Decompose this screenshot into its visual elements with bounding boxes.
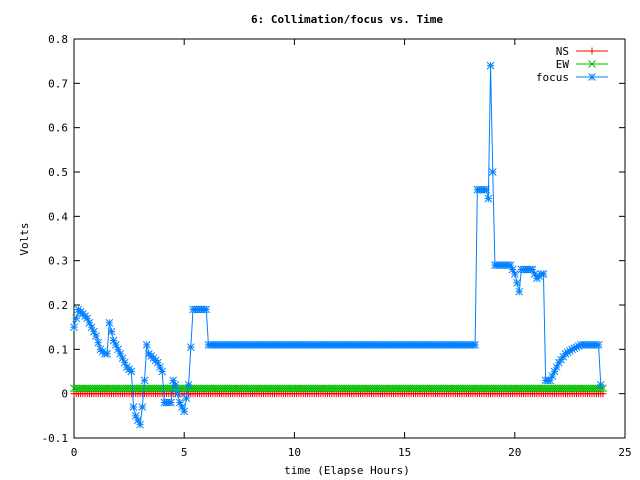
data-point-focus <box>72 314 81 323</box>
x-tick-label: 20 <box>508 446 521 459</box>
data-point-focus <box>103 349 111 358</box>
data-point-focus <box>136 420 144 429</box>
y-tick-label: 0.7 <box>48 77 68 90</box>
data-point-focus <box>515 287 524 296</box>
data-point-focus <box>594 341 603 349</box>
data-point-focus <box>180 407 189 416</box>
legend-marker-ns <box>588 47 596 55</box>
data-point-focus <box>484 194 493 203</box>
x-tick-label: 5 <box>181 446 188 459</box>
legend-label-ew: EW <box>556 58 570 71</box>
y-tick-label: 0.2 <box>48 299 68 312</box>
chart-title: 6: Collimation/focus vs. Time <box>251 13 443 26</box>
data-point-focus <box>486 61 495 70</box>
y-tick-label: 0.1 <box>48 343 68 356</box>
data-point-focus <box>127 367 136 376</box>
data-point-focus <box>471 341 479 349</box>
y-tick-label: -0.1 <box>42 432 69 445</box>
data-point-focus <box>94 338 103 347</box>
data-point-ns <box>599 390 607 398</box>
series-ew <box>70 384 607 393</box>
y-tick-label: 0.3 <box>48 255 68 268</box>
legend-marker-focus <box>588 73 596 81</box>
data-point-focus <box>202 305 211 314</box>
x-axis-label: time (Elapse Hours) <box>284 464 410 477</box>
data-point-focus <box>92 332 100 340</box>
data-point-focus <box>539 270 548 278</box>
data-point-focus <box>158 367 167 376</box>
data-point-focus <box>105 318 114 327</box>
data-point-ew <box>596 384 605 393</box>
data-point-focus <box>140 376 149 385</box>
data-point-focus <box>182 394 191 402</box>
y-tick-label: 0 <box>61 388 68 401</box>
data-point-focus <box>138 403 147 411</box>
x-tick-label: 10 <box>288 446 301 459</box>
data-point-focus <box>186 343 195 351</box>
series-line-focus <box>73 65 602 427</box>
series-layer <box>70 61 607 429</box>
data-point-focus <box>173 389 182 398</box>
data-point-focus <box>596 380 605 389</box>
y-tick-label: 0.4 <box>48 210 68 223</box>
x-tick-label: 0 <box>71 446 78 459</box>
series-focus <box>70 61 605 429</box>
data-point-focus <box>510 270 519 278</box>
data-point-focus <box>171 380 180 389</box>
data-point-focus <box>513 278 521 287</box>
x-axis: 0 5 10 15 20 25 <box>71 39 632 459</box>
y-axis: -0.1 0 0.1 0.2 0.3 0.4 0.5 0.6 0.7 0.8 <box>42 33 625 445</box>
data-point-focus <box>184 380 193 389</box>
y-axis-label: Volts <box>18 222 31 255</box>
data-point-focus <box>142 341 151 349</box>
data-point-focus <box>107 327 116 336</box>
legend-label-ns: NS <box>556 45 569 58</box>
legend-label-focus: focus <box>536 71 569 84</box>
legend-marker-ew <box>588 60 596 68</box>
data-point-focus <box>488 168 497 176</box>
y-tick-label: 0.8 <box>48 33 68 46</box>
data-point-focus <box>167 398 175 407</box>
plot-area <box>73 38 626 439</box>
data-point-focus <box>482 185 491 194</box>
plot-frame <box>73 38 626 439</box>
data-point-focus <box>129 403 138 411</box>
data-point-focus <box>70 323 78 332</box>
y-tick-label: 0.6 <box>48 122 68 135</box>
y-tick-label: 0.5 <box>48 166 68 179</box>
x-tick-label: 15 <box>398 446 411 459</box>
x-tick-label: 25 <box>618 446 631 459</box>
